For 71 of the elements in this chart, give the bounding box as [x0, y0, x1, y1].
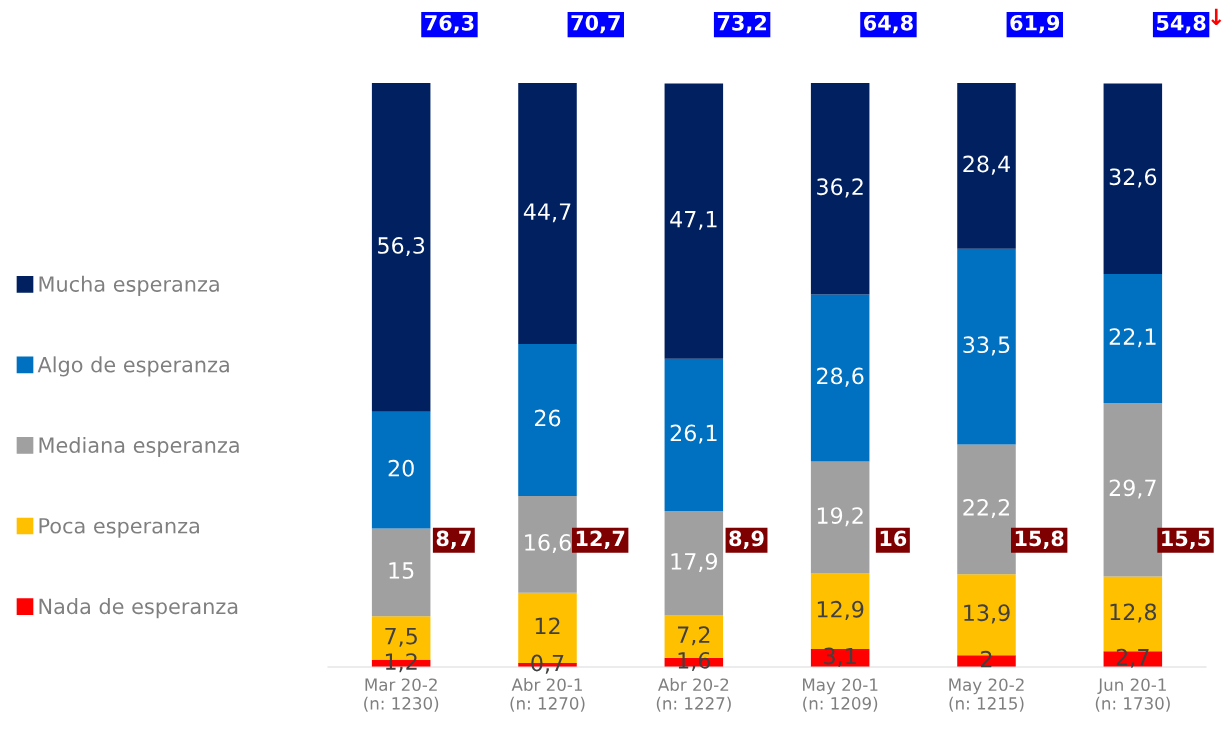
bar: [957, 444, 1016, 575]
legend-label: Mediana esperanza: [39, 436, 239, 458]
annotation: 12,7: [576, 530, 625, 549]
bar: [518, 344, 577, 496]
annotation: 15,8: [1015, 530, 1064, 549]
data-label: 2: [981, 650, 992, 668]
data-label: 12,9: [817, 600, 864, 620]
data-label: 7,5: [385, 628, 417, 647]
data-label: 12: [535, 617, 560, 634]
data-label: 56,3: [378, 237, 425, 257]
data-label: 22,2: [963, 498, 1010, 519]
x-tick-label: May 20-2 (n: 1215): [949, 678, 1024, 712]
bar: [518, 495, 577, 593]
bar: [810, 83, 870, 295]
bar: [1103, 403, 1163, 577]
legend-label: Nada de esperanza: [39, 598, 238, 619]
data-label: 28,4: [963, 155, 1010, 175]
data-label: 26,1: [670, 424, 717, 444]
text: 70,7: [571, 14, 620, 34]
data-label: 22,1: [1109, 328, 1156, 348]
legend-label: Algo de esperanza: [37, 356, 229, 377]
text: 54,8: [1157, 14, 1206, 34]
data-label: 19,2: [817, 507, 863, 527]
data-label: 15: [389, 562, 414, 579]
data-label: 12,8: [1110, 603, 1157, 623]
bar: [664, 511, 724, 616]
data-label: 3,1: [824, 647, 856, 667]
bar: [518, 83, 577, 345]
data-label: 26: [534, 409, 561, 427]
data-label: 28,6: [817, 367, 864, 387]
bar: [1103, 273, 1163, 404]
text: 76,3: [425, 14, 474, 34]
bar: [371, 411, 431, 529]
x-tick-label: May 20-1 (n: 1209): [803, 678, 878, 712]
data-label: 17,9: [671, 552, 718, 573]
data-label: 0,7: [531, 654, 564, 674]
data-label: 32,6: [1109, 168, 1157, 188]
data-label: 13,9: [964, 604, 1010, 624]
bar: [810, 461, 870, 574]
data-label: 33,5: [963, 336, 1010, 356]
bar: [664, 358, 724, 512]
text: 64,8: [864, 14, 913, 34]
data-label: 29,7: [1109, 479, 1156, 499]
bar: [371, 528, 431, 617]
bar: [957, 248, 1016, 445]
x-tick-label: Abr 20-2 (n: 1227): [656, 678, 731, 712]
annotation: 16: [880, 530, 907, 547]
x-tick-label: Abr 20-1 (n: 1270): [510, 678, 585, 712]
bar: [664, 83, 724, 359]
x-tick-label: Jun 20-1 (n: 1730): [1095, 678, 1170, 712]
data-label: 2,7: [1116, 648, 1149, 668]
bar: [371, 83, 431, 412]
annotation: 8,7: [436, 530, 471, 549]
x-tick-label: Mar 20-2 (n: 1230): [364, 678, 439, 712]
data-label: 20: [388, 459, 414, 477]
annotation: 15,5: [1162, 530, 1210, 549]
text: 61,9: [1010, 14, 1060, 34]
annotation: 8,9: [729, 530, 764, 549]
text: 73,2: [717, 14, 767, 34]
bar: [1103, 83, 1163, 274]
data-label: 36,2: [817, 178, 863, 198]
data-label: 44,7: [523, 203, 571, 223]
text: ↓: [1211, 8, 1222, 25]
legend-label: Mucha esperanza: [39, 275, 219, 296]
bar: [957, 83, 1016, 249]
data-label: 7,2: [677, 626, 710, 646]
data-label: 16,6: [525, 534, 571, 554]
bar: [810, 294, 870, 462]
bar: [810, 573, 870, 649]
data-label: 47,1: [670, 211, 717, 230]
legend-label: Poca esperanza: [39, 518, 199, 538]
